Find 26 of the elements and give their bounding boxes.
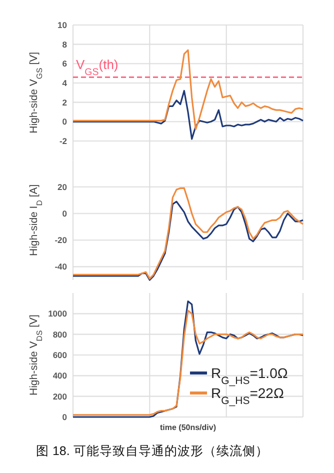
y-tick-label: 600 — [52, 350, 68, 360]
y-tick-label: 6 — [62, 58, 68, 69]
line-series — [72, 49, 304, 130]
y-tick-label: -20 — [54, 235, 68, 246]
y-tick-label: 0 — [62, 116, 68, 127]
y-tick-label: 0 — [62, 412, 68, 422]
legend-label: R$_{G_HS}$=22Ω — [211, 385, 284, 407]
caption: 图 18. 可能导致自导通的波形（续流侧） — [36, 443, 268, 458]
x-axis-title: time (50ns/div) — [160, 423, 216, 432]
y-tick-label: 4 — [62, 78, 68, 88]
y-tick-label: 400 — [52, 370, 68, 381]
y-tick-label: 200 — [52, 391, 68, 402]
y-tick-label: 10 — [58, 20, 68, 30]
y-tick-label: 0 — [62, 208, 68, 218]
y-tick-label: -2 — [59, 136, 68, 146]
line-series — [72, 187, 304, 280]
legend-label: R$_{G_HS}$=1.0Ω — [211, 365, 288, 387]
ref-line-label: V$_{GS}$(th) — [76, 57, 118, 78]
line-series — [72, 90, 304, 140]
y-tick-label: 2 — [62, 97, 68, 108]
y-tick-label: 8 — [62, 39, 68, 50]
y-tick-label: -40 — [54, 262, 68, 272]
y-tick-label: 800 — [52, 329, 68, 340]
y-tick-label: 20 — [58, 182, 68, 192]
line-series — [72, 200, 304, 281]
y-tick-label: 1000 — [48, 308, 68, 319]
